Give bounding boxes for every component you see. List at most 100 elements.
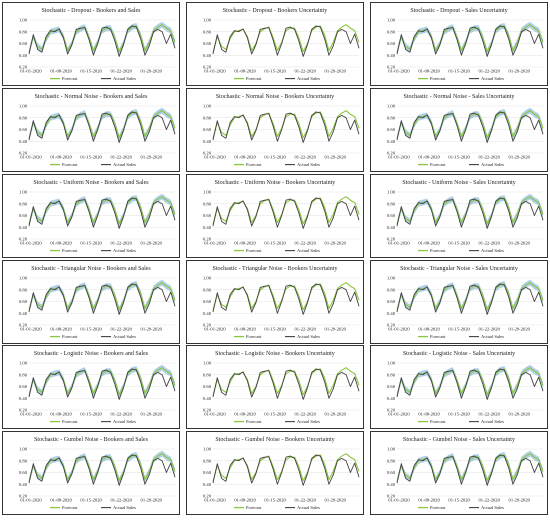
x-tick-label: 01-22-2020 [478,155,500,160]
y-tick-label: 0.40 [203,139,212,144]
y-tick-label: 0.60 [203,470,212,475]
x-tick-label: 01-22-2020 [294,498,316,503]
uncertainty-band [29,279,175,314]
x-tick-label: 01-22-2020 [294,412,316,417]
y-tick-label: 0.80 [19,201,28,206]
chart-svg: Stochastic - Dropout - Bookers Uncertain… [203,8,360,81]
legend-actual-label: Actual Sales [297,76,320,81]
x-tick-label: 01-29-2020 [325,241,347,246]
x-tick-label: 01-08-2020 [234,155,256,160]
uncertainty-band [397,364,543,399]
x-tick-label: 01-08-2020 [50,412,72,417]
x-tick-label: 01-22-2020 [110,155,132,160]
chart-title: Stochastic - Logistic Noise - Bookers an… [34,351,149,357]
chart-svg: Stochastic - Normal Noise - Bookers and … [19,94,176,167]
x-tick-label: 01-08-2020 [418,155,440,160]
y-tick-label: 1.00 [387,447,396,452]
x-tick-label: 01-01-2020 [388,412,410,417]
x-tick-label: 01-08-2020 [418,241,440,246]
x-tick-label: 01-29-2020 [141,155,163,160]
x-tick-label: 01-22-2020 [110,69,132,74]
chart-svg: Stochastic - Logistic Noise - Bookers Un… [203,351,360,424]
actual-sales-line [28,111,176,143]
x-tick-label: 01-15-2020 [80,155,102,160]
actual-sales-line [212,368,360,400]
x-tick-label: 01-29-2020 [509,498,531,503]
x-tick-label: 01-22-2020 [478,69,500,74]
y-tick-label: 0.80 [203,458,212,463]
y-tick-label: 0.60 [387,384,396,389]
y-tick-label: 0.40 [19,482,28,487]
x-tick-label: 01-15-2020 [80,241,102,246]
legend-actual-label: Actual Sales [113,162,136,167]
legend-actual-label: Actual Sales [481,76,504,81]
actual-sales-line [396,368,544,400]
x-tick-label: 01-01-2020 [388,155,410,160]
y-tick-label: 0.40 [19,396,28,401]
legend-forecast-label: Forecast [62,419,78,424]
x-tick-label: 01-08-2020 [418,498,440,503]
legend-actual-label: Actual Sales [297,162,320,167]
x-tick-label: 01-01-2020 [204,327,226,332]
chart-svg: Stochastic - Triangular Noise - Sales Un… [387,266,544,339]
y-tick-label: 0.20 [387,237,396,242]
y-tick-label: 0.60 [387,41,396,46]
legend-forecast-label: Forecast [62,76,78,81]
chart-panel: Stochastic - Logistic Noise - Sales Unce… [370,345,548,429]
chart-title: Stochastic - Logistic Noise - Bookers Un… [215,351,335,357]
chart-title: Stochastic - Triangular Noise - Bookers … [31,266,151,272]
x-tick-label: 01-22-2020 [294,155,316,160]
y-tick-label: 0.60 [203,127,212,132]
y-tick-label: 0.60 [19,470,28,475]
uncertainty-band [29,193,175,228]
x-tick-label: 01-15-2020 [448,241,470,246]
y-tick-label: 1.00 [203,18,212,23]
x-tick-label: 01-15-2020 [448,498,470,503]
x-tick-label: 01-29-2020 [509,241,531,246]
y-tick-label: 0.60 [19,299,28,304]
legend-actual-label: Actual Sales [481,248,504,253]
x-tick-label: 01-01-2020 [204,69,226,74]
y-tick-label: 0.40 [203,482,212,487]
y-tick-label: 0.40 [203,396,212,401]
y-tick-label: 0.40 [387,396,396,401]
x-tick-label: 01-01-2020 [388,498,410,503]
y-tick-label: 1.00 [19,276,28,281]
x-tick-label: 01-15-2020 [80,412,102,417]
y-tick-label: 0.80 [203,287,212,292]
y-tick-label: 0.20 [19,323,28,328]
chart-panel: Stochastic - Logistic Noise - Bookers Un… [186,345,364,429]
x-tick-label: 01-29-2020 [325,412,347,417]
chart-title: Stochastic - Gumbel Noise - Bookers Unce… [215,437,334,443]
chart-title: Stochastic - Triangular Noise - Bookers … [213,266,338,272]
y-tick-label: 0.80 [19,458,28,463]
x-tick-label: 01-08-2020 [50,498,72,503]
legend-forecast-label: Forecast [62,248,78,253]
y-tick-label: 1.00 [19,361,28,366]
x-tick-label: 01-01-2020 [388,241,410,246]
chart-panel: Stochastic - Triangular Noise - Bookers … [2,260,180,344]
y-tick-label: 0.60 [19,41,28,46]
legend-actual-label: Actual Sales [113,76,136,81]
x-tick-label: 01-15-2020 [264,412,286,417]
x-tick-label: 01-01-2020 [204,498,226,503]
x-tick-label: 01-08-2020 [418,412,440,417]
y-tick-label: 0.20 [387,323,396,328]
legend-actual-label: Actual Sales [297,419,320,424]
chart-title: Stochastic - Dropout - Bookers and Sales [42,8,142,14]
y-tick-label: 1.00 [19,447,28,452]
legend-forecast-label: Forecast [246,334,262,339]
chart-svg: Stochastic - Uniform Noise - Sales Uncer… [387,179,544,253]
x-tick-label: 01-08-2020 [50,241,72,246]
actual-sales-line [212,283,360,315]
x-tick-label: 01-08-2020 [50,327,72,332]
chart-title: Stochastic - Normal Noise - Bookers Unce… [216,94,334,100]
x-tick-label: 01-08-2020 [418,69,440,74]
y-tick-label: 0.60 [387,213,396,218]
y-tick-label: 0.40 [387,482,396,487]
legend-forecast-label: Forecast [430,248,446,253]
chart-panel: Stochastic - Uniform Noise - Sales Uncer… [370,174,548,258]
chart-title: Stochastic - Normal Noise - Bookers and … [35,94,148,100]
x-tick-label: 01-08-2020 [234,69,256,74]
y-tick-label: 0.80 [387,287,396,292]
